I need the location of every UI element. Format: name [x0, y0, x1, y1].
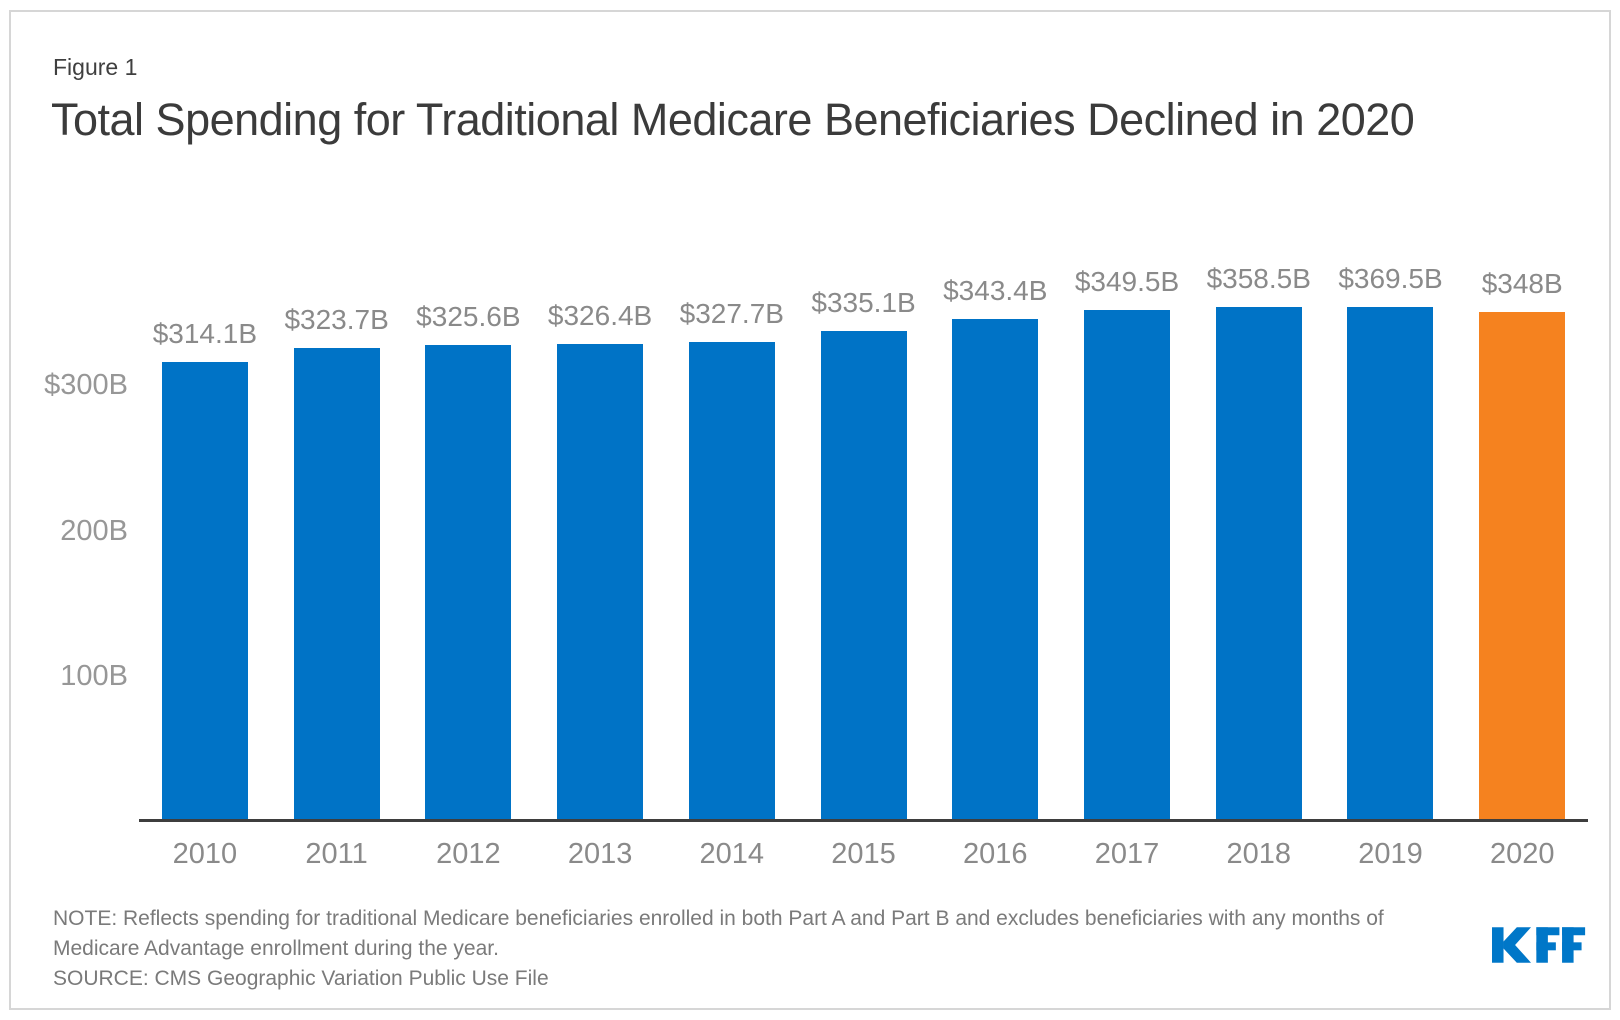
page-title: Total Spending for Traditional Medicare …	[51, 94, 1415, 145]
note-text: NOTE: Reflects spending for traditional …	[53, 907, 1384, 960]
bar	[161, 361, 248, 819]
footnote-block: NOTE: Reflects spending for traditional …	[53, 904, 1423, 994]
figure-frame: Figure 1 Total Spending for Traditional …	[9, 10, 1611, 1010]
bar-value-label: $343.4B	[943, 274, 1048, 306]
y-axis-tick: 200B	[60, 515, 128, 547]
figure-number-label: Figure 1	[53, 54, 138, 80]
bar-slot: $335.1B	[798, 262, 930, 819]
x-axis-label: 2018	[1226, 838, 1291, 870]
y-axis-tick: $300B	[44, 369, 128, 401]
source-text: SOURCE: CMS Geographic Variation Public …	[53, 967, 549, 990]
bar-slot: $326.4B	[534, 262, 666, 819]
y-axis-tick: 100B	[60, 660, 128, 692]
bar-slot: $314.1B	[139, 262, 271, 819]
bar-value-label: $327.7B	[679, 297, 784, 329]
bar-slot: $348B	[1456, 262, 1588, 819]
bar-slot: $325.6B	[402, 262, 534, 819]
bar	[820, 330, 907, 819]
x-axis-label: 2017	[1094, 838, 1160, 870]
bar	[1215, 307, 1302, 819]
bar	[688, 341, 775, 819]
bar-slot: $358.5B	[1193, 262, 1325, 819]
y-axis-tick-labels: $300B 200B 100B	[11, 262, 128, 822]
x-axis-label: 2011	[305, 838, 368, 870]
kff-logo	[1492, 925, 1586, 965]
x-axis-label: 2020	[1489, 838, 1555, 870]
bar	[293, 347, 380, 819]
x-axis-label: 2010	[172, 838, 238, 870]
bar-slot: $369.5B	[1325, 262, 1457, 819]
bar-value-label: $325.6B	[416, 300, 521, 332]
bar-value-label: $314.1B	[152, 317, 258, 349]
bar	[557, 343, 644, 819]
bar-value-label: $358.5B	[1206, 263, 1311, 294]
bar	[425, 344, 512, 819]
x-axis-label: 2015	[831, 838, 896, 870]
bar-slot: $323.7B	[271, 262, 403, 819]
bar-slot: $349.5B	[1061, 262, 1193, 819]
bar-value-label: $349.5B	[1074, 265, 1180, 297]
x-axis-label: 2012	[436, 838, 501, 870]
bar-value-label: $323.7B	[284, 303, 389, 335]
bar-slot: $343.4B	[929, 262, 1061, 819]
bar-value-label: $326.4B	[547, 299, 653, 331]
x-axis-label: 2013	[567, 838, 633, 870]
bar	[1347, 307, 1434, 819]
x-axis-label: 2014	[699, 838, 765, 870]
bar-value-label: $348B	[1481, 268, 1563, 300]
bar	[952, 318, 1039, 819]
bar	[1084, 309, 1170, 819]
x-axis-label: 2016	[963, 838, 1028, 870]
bar-slot: $327.7B	[666, 262, 798, 819]
bar-value-label: $335.1B	[811, 286, 916, 318]
x-axis-labels: 2010 2011 2012 2013 2014 2015 2016 2017 2018 2019…	[139, 836, 1588, 872]
kff-logo-icon	[1492, 927, 1586, 963]
bar-value-label: $369.5B	[1338, 263, 1443, 294]
plot-area: $314.1B $323.7B $325.6B $326.4B $327.7B $335.…	[139, 262, 1588, 822]
bar	[1479, 312, 1566, 819]
x-axis-label: 2019	[1358, 838, 1423, 870]
